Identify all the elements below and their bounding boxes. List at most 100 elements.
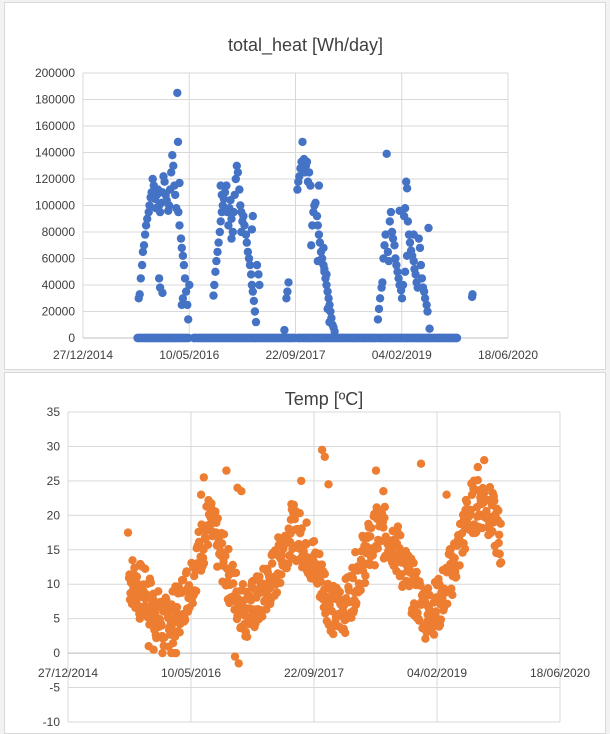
data-point [386, 207, 396, 217]
y-tick-label: 100000 [35, 199, 75, 213]
y-tick-label: 30 [47, 439, 61, 453]
data-point [379, 523, 388, 532]
data-point [245, 260, 255, 270]
data-point [222, 466, 231, 475]
y-tick-label: 140000 [35, 146, 75, 160]
data-point [373, 544, 382, 553]
heat-chart: total_heat [Wh/day]200000180000160000140… [35, 35, 538, 362]
data-point [416, 459, 426, 468]
data-point [317, 560, 327, 569]
data-point [236, 201, 245, 210]
data-point [246, 270, 256, 279]
data-point [435, 333, 444, 343]
data-point [231, 174, 240, 184]
data-point [388, 234, 398, 243]
data-point [168, 639, 178, 648]
data-point [302, 518, 311, 527]
data-point [155, 207, 165, 217]
data-point [473, 462, 482, 472]
data-point [262, 333, 271, 343]
data-point [212, 256, 221, 266]
data-point [132, 572, 142, 581]
data-point [224, 221, 233, 230]
data-point [395, 543, 404, 553]
temp-chart: Temp [ºC] 35 30 25 20 15 10 5 0 -5 -10 27/12/2014 10… [38, 389, 590, 729]
data-point [312, 211, 322, 221]
data-point [135, 614, 144, 623]
data-point [175, 628, 184, 637]
data-point [297, 524, 306, 533]
data-point [381, 333, 390, 343]
y-tick-label: 5 [53, 612, 60, 626]
data-point [425, 590, 434, 600]
data-point [447, 584, 456, 593]
data-point [255, 280, 264, 290]
data-point [160, 333, 169, 343]
data-point [409, 558, 418, 568]
temp-chart-panel: Temp [ºC] 35 30 25 20 15 10 5 0 -5 -10 27/12/2014 10… [4, 372, 606, 734]
data-point [390, 241, 399, 250]
data-point [196, 490, 206, 499]
data-point [324, 294, 333, 303]
data-point [219, 333, 229, 343]
data-point [176, 234, 186, 243]
data-point [230, 652, 240, 661]
data-point [173, 137, 183, 147]
data-point [247, 280, 257, 290]
data-point [284, 333, 293, 343]
data-point [316, 577, 326, 586]
data-point [233, 168, 243, 177]
data-point [421, 634, 430, 643]
data-point [199, 559, 209, 568]
data-point [277, 570, 286, 579]
data-point [139, 241, 149, 250]
data-point [356, 586, 365, 595]
data-point [302, 157, 312, 166]
data-point [273, 333, 283, 343]
data-point [179, 333, 189, 343]
data-point [141, 333, 151, 343]
data-point [413, 333, 422, 343]
data-point [325, 317, 334, 327]
data-point [393, 522, 403, 531]
data-point [158, 648, 167, 658]
data-point [274, 533, 283, 542]
data-point [178, 294, 188, 303]
data-point [384, 256, 393, 266]
data-point [251, 317, 261, 327]
data-point [251, 333, 261, 343]
data-point [136, 274, 145, 283]
data-point [494, 538, 503, 548]
chart-title: total_heat [Wh/day] [228, 35, 383, 56]
data-point [380, 502, 389, 512]
data-point [452, 572, 461, 581]
data-point [417, 274, 427, 283]
data-point [359, 333, 369, 343]
data-point [490, 496, 499, 505]
data-point [380, 513, 389, 522]
data-point [382, 149, 391, 158]
data-point [181, 287, 191, 296]
data-point [295, 333, 304, 343]
data-point [411, 270, 420, 279]
data-point [495, 530, 504, 539]
data-point [322, 270, 331, 279]
data-point [496, 519, 505, 528]
data-point [215, 227, 224, 237]
data-point [314, 230, 324, 239]
data-point [272, 588, 282, 597]
data-point [416, 581, 425, 590]
data-point [316, 333, 326, 343]
y-tick-label: 120000 [35, 172, 75, 186]
data-point [330, 327, 339, 336]
data-point [366, 532, 375, 541]
data-point [381, 230, 390, 239]
data-point [416, 260, 426, 270]
y-tick-label: 60000 [42, 252, 76, 266]
heat-chart-panel: total_heat [Wh/day] 200000 180000 160000 140… [4, 2, 606, 370]
x-tick-label: 18/06/2020 [478, 348, 538, 362]
data-point [209, 291, 218, 300]
data-point [182, 567, 191, 576]
data-point [216, 217, 225, 226]
data-point [306, 333, 315, 343]
